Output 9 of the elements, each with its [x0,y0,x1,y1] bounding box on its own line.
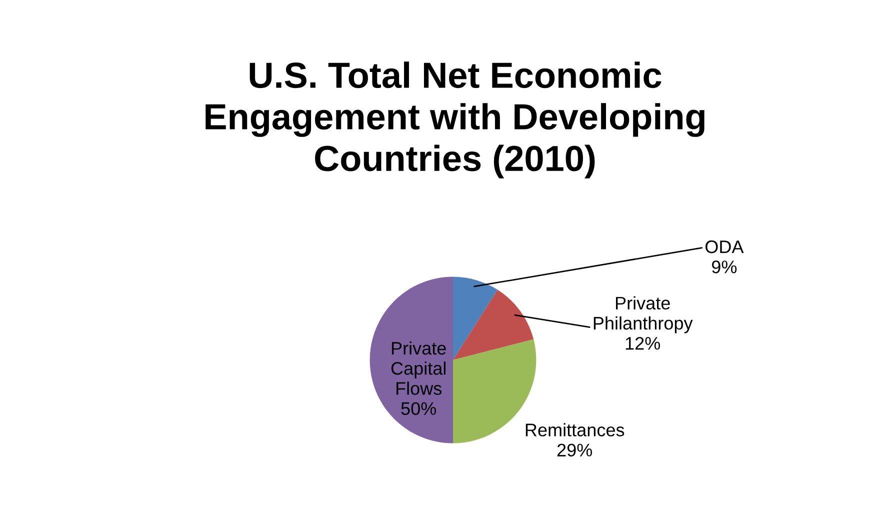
slice-label: Private Philanthropy [594,296,693,334]
slice-label: ODA [705,240,744,254]
slice-label: Private Capital Flows [391,341,446,395]
data-label: 50% [401,402,436,415]
data-label: 12% [626,336,660,350]
slice-label: Remittances [526,423,624,436]
chart-title: U.S. Total Net Economic Engagement with Developing Countries (2010) [206,62,704,178]
data-label: 9% [712,260,737,274]
data-label: 29% [557,444,592,456]
